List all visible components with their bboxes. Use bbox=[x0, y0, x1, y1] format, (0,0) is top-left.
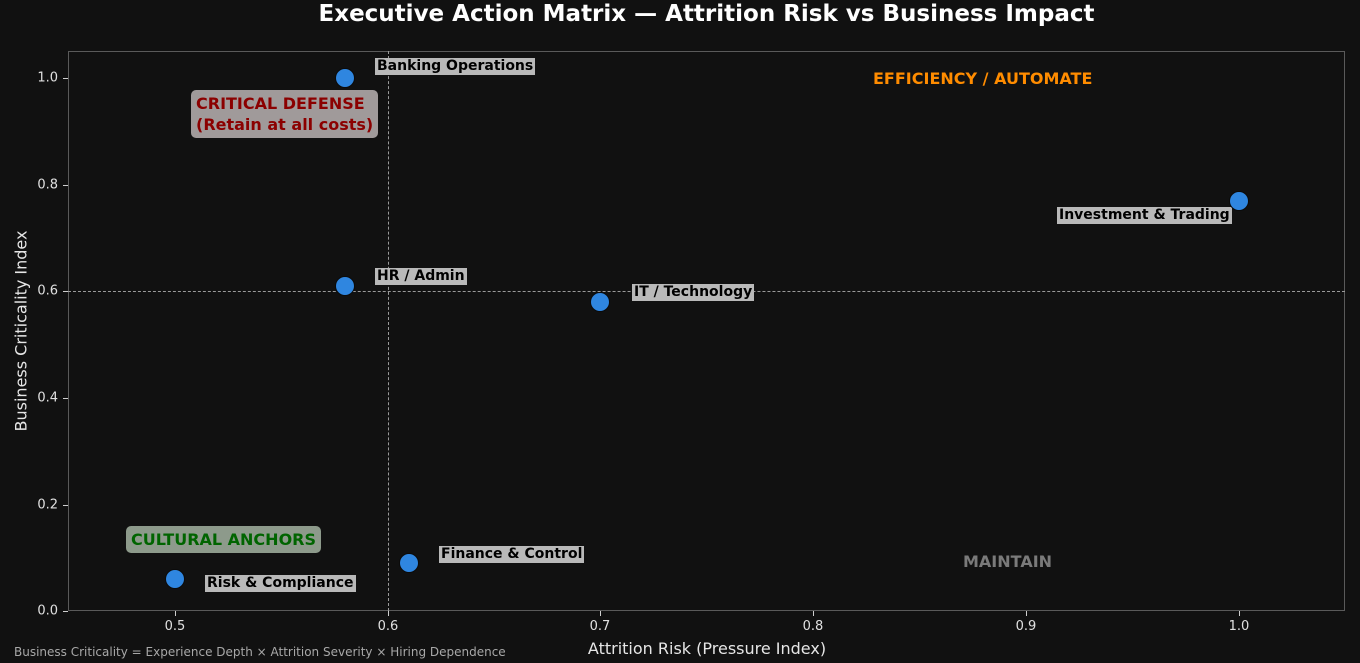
x-tick-label: 1.0 bbox=[1228, 619, 1250, 634]
quadrant-critical-line2: (Retain at all costs) bbox=[196, 115, 374, 134]
point-label-hr-admin: HR / Admin bbox=[375, 268, 467, 285]
plot-area bbox=[68, 51, 1345, 611]
x-tick bbox=[600, 611, 601, 616]
x-tick bbox=[388, 611, 389, 616]
data-point-hr-admin[interactable] bbox=[335, 276, 355, 296]
point-label-investment-trading: Investment & Trading bbox=[1057, 207, 1232, 224]
x-tick-label: 0.5 bbox=[164, 619, 186, 634]
footnote: Business Criticality = Experience Depth … bbox=[14, 645, 506, 659]
y-tick-label: 0.2 bbox=[37, 497, 58, 513]
y-tick bbox=[63, 505, 68, 506]
x-axis-label: Attrition Risk (Pressure Index) bbox=[587, 639, 827, 658]
y-tick bbox=[63, 185, 68, 186]
point-label-banking-operations: Banking Operations bbox=[375, 58, 536, 75]
y-tick bbox=[63, 611, 68, 612]
x-tick-label: 0.8 bbox=[802, 619, 824, 634]
y-tick bbox=[63, 291, 68, 292]
data-point-it-technology[interactable] bbox=[590, 292, 610, 312]
data-point-investment-trading[interactable] bbox=[1229, 191, 1249, 211]
x-tick-label: 0.9 bbox=[1015, 619, 1037, 634]
point-label-it-technology: IT / Technology bbox=[632, 284, 755, 301]
quadrant-critical-line1: CRITICAL DEFENSE bbox=[196, 94, 365, 113]
quadrant-maintain: MAINTAIN bbox=[963, 552, 1053, 571]
y-tick bbox=[63, 398, 68, 399]
point-label-risk-compliance: Risk & Compliance bbox=[205, 575, 356, 592]
quadrant-critical-defense: CRITICAL DEFENSE (Retain at all costs) bbox=[191, 90, 379, 138]
x-tick bbox=[813, 611, 814, 616]
point-label-finance-control: Finance & Control bbox=[439, 546, 585, 563]
y-tick bbox=[63, 78, 68, 79]
y-tick-label: 0.6 bbox=[37, 283, 58, 299]
chart-title: Executive Action Matrix — Attrition Risk… bbox=[318, 1, 1095, 27]
y-tick-label: 1.0 bbox=[37, 70, 58, 86]
quadrant-efficiency-automate: EFFICIENCY / AUTOMATE bbox=[873, 69, 1093, 88]
x-tick-label: 0.7 bbox=[589, 619, 611, 634]
x-tick-label: 0.6 bbox=[377, 619, 399, 634]
quadrant-cultural-anchors: CULTURAL ANCHORS bbox=[126, 526, 322, 553]
x-tick bbox=[1239, 611, 1240, 616]
y-tick-label: 0.8 bbox=[37, 177, 58, 193]
x-tick bbox=[1026, 611, 1027, 616]
x-threshold-line bbox=[388, 51, 389, 611]
data-point-finance-control[interactable] bbox=[399, 553, 419, 573]
x-tick bbox=[175, 611, 176, 616]
y-tick-label: 0.4 bbox=[37, 390, 58, 406]
y-tick-label: 0.0 bbox=[37, 603, 58, 619]
data-point-risk-compliance[interactable] bbox=[165, 569, 185, 589]
y-axis-label: Business Criticality Index bbox=[11, 230, 31, 432]
data-point-banking-operations[interactable] bbox=[335, 68, 355, 88]
